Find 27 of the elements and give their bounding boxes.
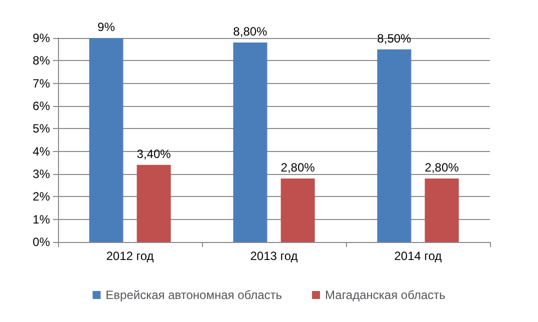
y-tick-label: 1% bbox=[32, 212, 50, 226]
legend-label: Еврейская автономная область bbox=[106, 288, 282, 302]
x-tick-label: 2014 год bbox=[394, 249, 442, 263]
y-tick-label: 3% bbox=[32, 167, 50, 181]
bar bbox=[280, 178, 315, 242]
bar bbox=[136, 164, 171, 242]
data-label: 8,50% bbox=[377, 31, 412, 46]
data-label: 3,40% bbox=[136, 146, 172, 161]
legend-label: Магаданская область bbox=[325, 288, 446, 302]
y-tick-label: 4% bbox=[32, 144, 50, 158]
bar bbox=[377, 49, 412, 242]
data-label: 9% bbox=[98, 20, 116, 34]
y-tick-label: 6% bbox=[32, 99, 50, 113]
y-tick-label: 9% bbox=[32, 31, 50, 45]
x-tick-label: 2012 год bbox=[106, 249, 154, 263]
bar bbox=[424, 178, 459, 242]
data-label: 2,80% bbox=[424, 160, 460, 175]
bar bbox=[233, 42, 268, 242]
y-tick-label: 0% bbox=[32, 235, 50, 249]
x-tick-label: 2013 год bbox=[250, 249, 298, 263]
y-tick-label: 7% bbox=[32, 76, 50, 90]
data-label: 2,80% bbox=[280, 160, 316, 175]
data-label: 8,80% bbox=[233, 24, 268, 39]
bar bbox=[89, 38, 124, 242]
y-tick-label: 2% bbox=[32, 190, 50, 204]
y-tick-label: 8% bbox=[32, 54, 50, 68]
y-tick-label: 5% bbox=[32, 122, 50, 136]
